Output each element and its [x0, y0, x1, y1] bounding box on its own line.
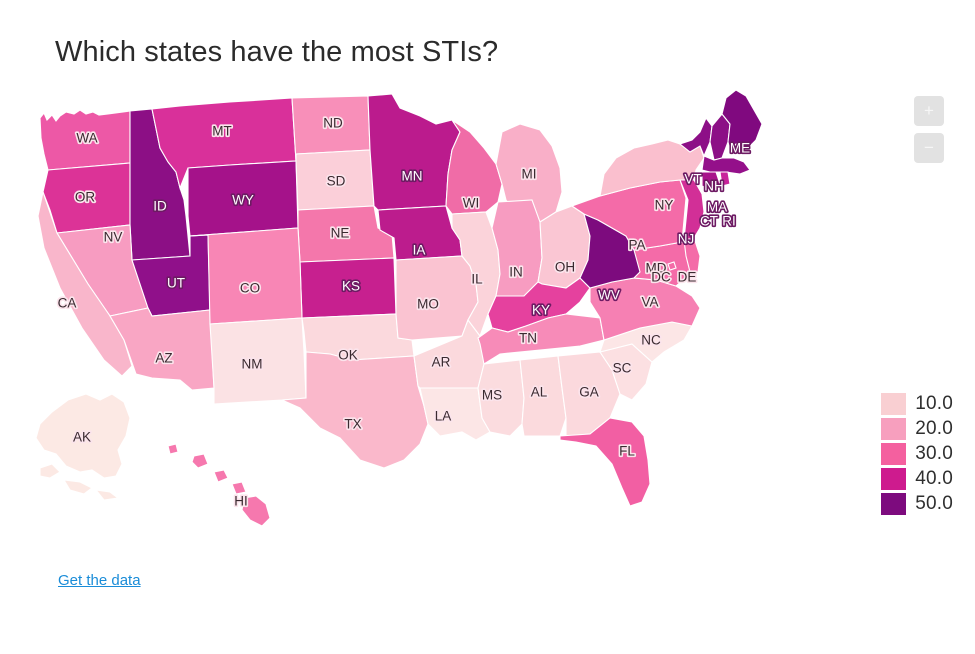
state-label-TX: TX	[344, 417, 361, 432]
state-IN[interactable]	[491, 199, 543, 297]
state-label-ID: ID	[153, 199, 167, 214]
state-label-WA: WA	[76, 131, 97, 146]
state-label-RI: RI	[722, 214, 736, 229]
state-ME[interactable]	[721, 89, 763, 152]
legend-row: 10.0	[881, 391, 953, 416]
state-label-ME: ME	[730, 141, 750, 156]
state-label-MI: MI	[522, 167, 537, 182]
state-label-DC: DC	[651, 270, 671, 285]
state-label-CA: CA	[58, 296, 77, 311]
legend-label: 50.0	[915, 492, 953, 514]
state-NJ[interactable]	[679, 179, 705, 241]
state-label-NC: NC	[641, 333, 661, 348]
state-RI[interactable]	[719, 171, 731, 187]
state-AK[interactable]	[35, 393, 131, 501]
state-label-LA: LA	[435, 409, 452, 424]
state-label-MD: MD	[646, 261, 667, 276]
state-label-MS: MS	[482, 388, 502, 403]
state-label-PA: PA	[628, 238, 645, 253]
state-label-SD: SD	[327, 174, 346, 189]
state-label-OR: OR	[75, 190, 96, 205]
state-label-FL: FL	[619, 444, 635, 459]
legend-swatch	[881, 417, 907, 440]
state-label-NE: NE	[331, 226, 350, 241]
state-label-DE: DE	[678, 270, 697, 285]
legend-swatch	[881, 492, 907, 515]
legend-label: 40.0	[915, 467, 953, 489]
state-label-SC: SC	[613, 361, 632, 376]
state-label-MA: MA	[707, 200, 727, 215]
choropleth-map[interactable]: WA OR ID MT WY ND SD NE KS NV UT CA AZ C…	[0, 88, 880, 548]
zoom-in-button[interactable]: +	[914, 96, 944, 126]
state-shapes-group	[35, 89, 763, 527]
state-label-OH: OH	[555, 260, 575, 275]
legend-row: 30.0	[881, 441, 953, 466]
zoom-controls[interactable]: + −	[914, 96, 944, 163]
state-label-WY: WY	[232, 193, 254, 208]
state-label-KY: KY	[532, 303, 550, 318]
state-label-HI: HI	[234, 494, 248, 509]
state-label-AZ: AZ	[155, 351, 172, 366]
get-the-data-link[interactable]: Get the data	[58, 572, 141, 589]
legend-row: 20.0	[881, 416, 953, 441]
state-label-AL: AL	[531, 385, 548, 400]
legend-swatch	[881, 392, 907, 415]
state-label-GA: GA	[579, 385, 599, 400]
legend: 10.0 20.0 30.0 40.0 50.0	[881, 391, 953, 516]
legend-label: 20.0	[915, 417, 953, 439]
page-title: Which states have the most STIs?	[55, 36, 499, 68]
state-label-NJ: NJ	[678, 232, 695, 247]
legend-row: 50.0	[881, 491, 953, 516]
state-CA[interactable]	[37, 189, 133, 377]
state-label-VT: VT	[684, 172, 701, 187]
state-FL[interactable]	[559, 417, 651, 507]
state-label-WV: WV	[598, 288, 620, 303]
legend-swatch	[881, 467, 907, 490]
state-label-IN: IN	[509, 265, 523, 280]
state-label-OK: OK	[338, 348, 358, 363]
state-label-NY: NY	[655, 198, 674, 213]
state-label-IL: IL	[471, 272, 483, 287]
state-label-NM: NM	[242, 357, 263, 372]
zoom-out-button[interactable]: −	[914, 133, 944, 163]
legend-label: 10.0	[915, 392, 953, 414]
state-AZ[interactable]	[109, 307, 215, 391]
state-label-AR: AR	[432, 355, 451, 370]
state-label-ND: ND	[323, 116, 343, 131]
state-label-UT: UT	[167, 276, 185, 291]
state-label-WI: WI	[463, 196, 480, 211]
legend-row: 40.0	[881, 466, 953, 491]
state-MN[interactable]	[367, 93, 461, 211]
state-DC[interactable]	[667, 261, 677, 271]
state-label-KS: KS	[342, 279, 360, 294]
state-label-IA: IA	[413, 243, 426, 258]
state-label-VA: VA	[641, 295, 658, 310]
state-label-MT: MT	[212, 124, 232, 139]
state-label-AK: AK	[73, 430, 91, 445]
state-CT[interactable]	[701, 171, 721, 191]
state-label-MO: MO	[417, 297, 439, 312]
state-label-MN: MN	[402, 169, 423, 184]
state-MA[interactable]	[701, 155, 751, 175]
state-label-CT: CT	[700, 214, 718, 229]
state-HI[interactable]	[167, 443, 271, 527]
legend-swatch	[881, 442, 907, 465]
legend-label: 30.0	[915, 442, 953, 464]
state-label-NH: NH	[704, 179, 724, 194]
state-label-TN: TN	[519, 331, 537, 346]
state-labels-group: WA OR ID MT WY ND SD NE KS NV UT CA AZ C…	[56, 114, 752, 510]
state-label-NV: NV	[104, 230, 123, 245]
state-TX[interactable]	[281, 351, 429, 469]
state-label-CO: CO	[240, 281, 260, 296]
us-map-svg[interactable]: WA OR ID MT WY ND SD NE KS NV UT CA AZ C…	[0, 88, 880, 548]
